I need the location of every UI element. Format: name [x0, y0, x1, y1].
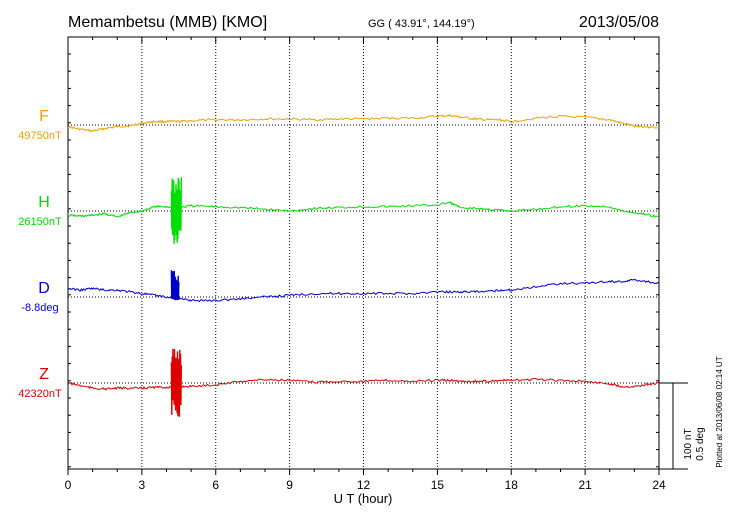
series-group [67, 113, 660, 417]
spike-burst-Z [170, 348, 182, 417]
x-tick-label: 18 [505, 478, 519, 492]
x-tick-label: 12 [357, 478, 371, 492]
series-line-H [67, 201, 660, 218]
coords-label: GG ( 43.91°, 144.19°) [368, 18, 475, 30]
x-tick-label: 0 [65, 478, 72, 492]
scale-bar: 100 nT 0.5 deg [659, 382, 706, 470]
spike-burst-H [170, 177, 182, 244]
series-name-H: H [38, 194, 50, 211]
plotted-note: Plotted at 2013/06/08 02:14 UT [715, 356, 724, 467]
scale-deg-label: 0.5 deg [695, 427, 706, 460]
series-line-F [67, 113, 660, 133]
series-baseline-F: 49750nT [18, 130, 62, 142]
series-name-Z: Z [39, 366, 49, 383]
series-name-F: F [39, 108, 49, 125]
x-tick-label: 21 [578, 478, 592, 492]
series-line-D [67, 278, 660, 303]
x-tick-label: 15 [431, 478, 445, 492]
series-line-Z [67, 377, 660, 391]
x-tick-label: 24 [652, 478, 666, 492]
series-name-D: D [38, 280, 50, 297]
axis-ticks [67, 37, 660, 475]
x-tick-label: 9 [286, 478, 293, 492]
grid-lines [68, 37, 659, 469]
scale-nt-label: 100 nT [683, 428, 694, 459]
x-tick-label: 3 [139, 478, 146, 492]
series-baseline-D: -8.8deg [21, 302, 58, 314]
series-baseline-Z: 42320nT [18, 388, 62, 400]
series-labels: F 49750nT H 26150nT D -8.8deg Z 42320nT [18, 108, 62, 400]
spike-burst-D [170, 270, 180, 301]
x-tick-labels: 0 3 6 9 12 15 18 21 24 [65, 478, 666, 492]
x-tick-label: 6 [212, 478, 219, 492]
date-label: 2013/05/08 [579, 14, 659, 31]
series-baseline-H: 26150nT [18, 216, 62, 228]
x-axis-label: U T (hour) [334, 491, 393, 506]
station-title: Memambetsu (MMB) [KMO] [68, 14, 267, 31]
